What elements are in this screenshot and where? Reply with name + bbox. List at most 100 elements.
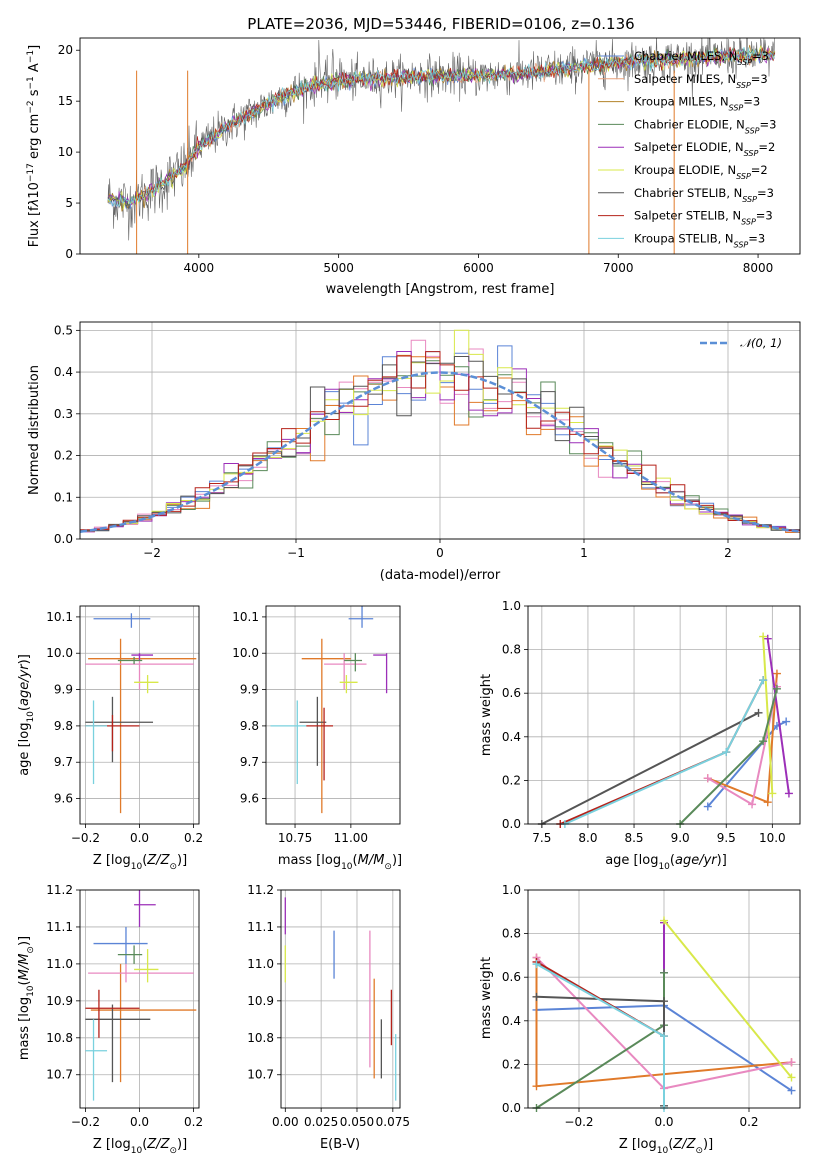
label-part: )] <box>177 853 187 868</box>
y-tick-label: 9.6 <box>240 792 259 806</box>
label-part: −2 <box>26 100 36 113</box>
y-tick-label: 10.9 <box>46 994 73 1008</box>
label-part: s <box>27 89 42 100</box>
histogram-step <box>80 351 800 531</box>
label-part: Z [log <box>93 1137 131 1152</box>
label-part: −17 <box>26 163 36 182</box>
series-line <box>536 995 665 1106</box>
y-tick-label: 9.8 <box>240 719 259 733</box>
series-marker <box>660 916 668 925</box>
y-axis-label: mass weight <box>479 957 494 1039</box>
series-line <box>541 711 759 825</box>
y-tick-label: 9.6 <box>54 792 73 806</box>
label-part: 10 <box>657 1146 669 1156</box>
legend-eq: =3 <box>743 95 760 109</box>
x-tick-label: −0.2 <box>71 831 100 845</box>
legend-label: Chabrier ELODIE, NSSP=3 <box>634 117 776 135</box>
legend-sub: SSP <box>742 194 757 203</box>
y-tick-label: 11.2 <box>46 883 73 897</box>
x-tick-label: 0.0 <box>130 1115 149 1129</box>
y-tick-label: 0.1 <box>54 490 73 504</box>
legend-sub: SSP <box>744 149 759 158</box>
label-part: ⊙ <box>695 1146 703 1156</box>
y-tick-label: 11.1 <box>46 920 73 934</box>
label-part: Z/Z <box>146 853 170 868</box>
legend-eq: =2 <box>751 163 768 177</box>
series-line <box>536 963 665 1108</box>
spectrum-frame <box>79 37 801 255</box>
series-line <box>559 679 764 825</box>
y-tick-label: 9.9 <box>54 683 73 697</box>
y-tick-label: 10.7 <box>247 1068 274 1082</box>
series-line <box>762 636 774 794</box>
label-part: age [log <box>17 723 32 776</box>
y-tick-label: 5 <box>65 196 73 210</box>
legend-label: Kroupa ELODIE, NSSP=2 <box>634 163 768 181</box>
x-axis-label: age [log10(age/yr)] <box>605 853 727 872</box>
label-part: Z/Z <box>672 1137 696 1152</box>
x-axis-label: E(B-V) <box>320 1137 360 1152</box>
legend-label: Chabrier MILES, NSSP=3 <box>634 49 769 67</box>
y-tick-label: 15 <box>58 94 73 108</box>
gaussian-curve <box>79 371 801 533</box>
x-tick-label: −1 <box>287 546 305 560</box>
x-tick-label: 1 <box>580 546 588 560</box>
label-part: ] <box>27 45 42 50</box>
legend-sub: SSP <box>729 103 744 112</box>
x-tick-label: 0.2 <box>184 831 203 845</box>
y-tick-label: 0 <box>65 247 73 261</box>
x-tick-label: 9.0 <box>671 831 690 845</box>
x-tick-label: 0.2 <box>739 1115 758 1129</box>
series-marker <box>787 1086 796 1095</box>
x-tick-label: 0.050 <box>340 1115 374 1129</box>
y-tick-label: 10.9 <box>247 994 274 1008</box>
y-tick-label: 9.7 <box>240 755 259 769</box>
series-marker <box>660 997 668 1006</box>
y-tick-label: 0.4 <box>502 1014 521 1028</box>
label-part: 10 <box>131 1146 143 1156</box>
label-part: 10 <box>341 862 353 872</box>
y-tick-label: 11.0 <box>247 957 274 971</box>
x-tick-label: 10.75 <box>278 831 312 845</box>
massweight_vs_Z-frame <box>527 889 801 1109</box>
label-part: age [log <box>605 853 658 868</box>
y-tick-label: 10.1 <box>232 610 259 624</box>
legend-eq: =3 <box>748 231 765 245</box>
y-tick-label: 0.2 <box>502 1057 521 1071</box>
label-part: age/yr <box>675 853 718 868</box>
x-tick-label: 0.075 <box>376 1115 410 1129</box>
spectrum-axes: 4000 5000 6000 7000 8000 0 5 10 15 20 <box>58 43 774 275</box>
x-axis-label: Z [log10(Z/Z⊙)] <box>619 1137 713 1156</box>
spectrum-model-line <box>136 46 776 201</box>
label-part: −1 <box>26 50 36 63</box>
label-part: )] <box>703 1137 713 1152</box>
label-part: ( <box>668 1137 673 1152</box>
series-marker <box>703 802 712 811</box>
label-part: A <box>27 63 42 76</box>
x-axis-label: Z [log10(Z/Z⊙)] <box>93 1137 187 1156</box>
y-tick-label: 9.7 <box>54 755 73 769</box>
label-part: ( <box>17 980 32 985</box>
series-line <box>766 638 790 794</box>
y-tick-label: 0.3 <box>54 407 73 421</box>
x-tick-label: 8.5 <box>624 831 643 845</box>
y-tick-label: 1.0 <box>502 599 521 613</box>
x-tick-label: 11.00 <box>334 831 368 845</box>
y-tick-label: 0.2 <box>54 449 73 463</box>
legend-sub: SSP <box>736 80 751 89</box>
y-tick-label: 10 <box>58 145 73 159</box>
residuals-frame <box>79 321 801 540</box>
legend-eq: =3 <box>756 209 773 223</box>
legend-label: Salpeter MILES, NSSP=3 <box>634 72 768 90</box>
age_vs_Z-axes: −0.2 0.0 0.2 9.6 9.7 9.8 9.9 10.0 10.1 <box>46 606 203 845</box>
label-part: age/yr <box>17 663 32 706</box>
label-part: Z [log <box>93 853 131 868</box>
label-part: ⊙ <box>384 862 392 872</box>
label-part: erg cm <box>27 114 42 163</box>
histogram-step <box>80 329 800 532</box>
y-tick-label: 0.4 <box>502 730 521 744</box>
series-line <box>535 972 665 1109</box>
y-axis-label: Flux [fλ10−17 erg cm−2 s−1 A−1] <box>26 45 42 247</box>
x-tick-label: 8000 <box>743 261 774 275</box>
legend-sub: SSP <box>737 58 752 67</box>
